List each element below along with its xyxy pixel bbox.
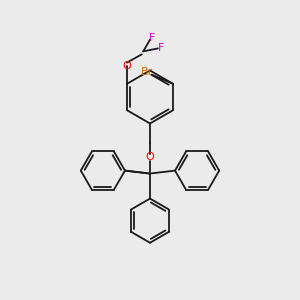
Text: F: F — [158, 44, 164, 53]
Text: O: O — [146, 152, 154, 162]
Text: Br: Br — [141, 67, 153, 77]
Text: F: F — [149, 33, 155, 43]
Text: O: O — [123, 61, 131, 71]
